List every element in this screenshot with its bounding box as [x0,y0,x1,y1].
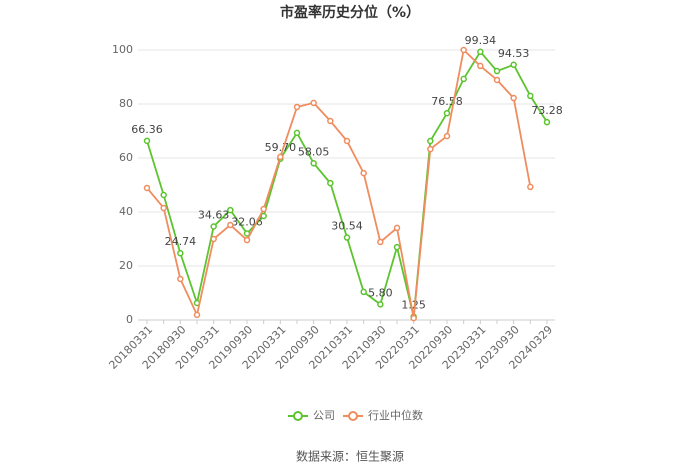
point [143,184,151,192]
point [310,160,317,167]
value-label: 34.63 [198,208,230,221]
point [460,75,467,83]
point [427,137,434,145]
point [243,236,251,244]
y-tick-label: 20 [119,259,133,272]
point [360,169,367,177]
point [260,212,267,220]
point [527,183,534,191]
point [227,221,234,229]
point [160,204,167,212]
point [427,145,434,153]
point [360,288,367,296]
point [177,249,184,257]
value-label: 76.58 [431,95,463,108]
point [293,129,301,137]
value-label: 94.53 [498,47,530,60]
value-label: 5.80 [368,286,393,299]
point [443,132,451,140]
point [377,238,384,246]
y-tick-label: 80 [119,97,133,110]
value-label: 66.36 [131,123,163,136]
point [543,118,551,126]
point [510,94,517,102]
point [277,153,284,161]
y-tick-label: 100 [112,43,133,56]
legend-marker [293,411,303,421]
point [243,230,251,237]
point [393,224,401,232]
value-label: 1.25 [401,299,426,312]
point [293,103,301,111]
point [477,48,484,56]
point [177,275,184,283]
point [493,76,501,84]
point [210,223,217,230]
value-label: 99.34 [465,34,497,47]
point [193,311,201,319]
chart-title: 市盈率历史分位（%） [280,4,420,21]
series-line [146,48,532,319]
value-label: 58.05 [298,145,330,158]
point [143,137,151,145]
y-tick-label: 0 [126,313,133,326]
value-label: 24.74 [165,235,197,248]
series-line [146,50,548,317]
point [510,61,517,69]
legend-label: 行业中位数 [368,408,423,422]
point [343,234,351,241]
point [310,99,317,107]
y-tick-label: 60 [119,151,133,164]
y-tick-label: 40 [119,205,133,218]
point [410,314,417,322]
legend-marker [348,411,358,421]
point [493,67,501,75]
point [393,243,401,251]
point [327,179,334,187]
point [477,62,484,70]
value-label: 73.28 [531,104,563,117]
value-label: 32.06 [231,215,263,228]
point [260,205,267,213]
point [343,137,351,145]
value-label: 59.70 [265,141,297,154]
value-label: 30.54 [331,220,363,233]
source: 数据来源：恒生聚源 [296,449,404,464]
point [160,191,167,199]
point [527,92,534,100]
point [327,117,334,125]
point [443,109,451,117]
point [210,235,217,243]
point [227,206,234,214]
point [460,46,467,54]
point [377,301,384,308]
legend-label: 公司 [313,409,335,422]
